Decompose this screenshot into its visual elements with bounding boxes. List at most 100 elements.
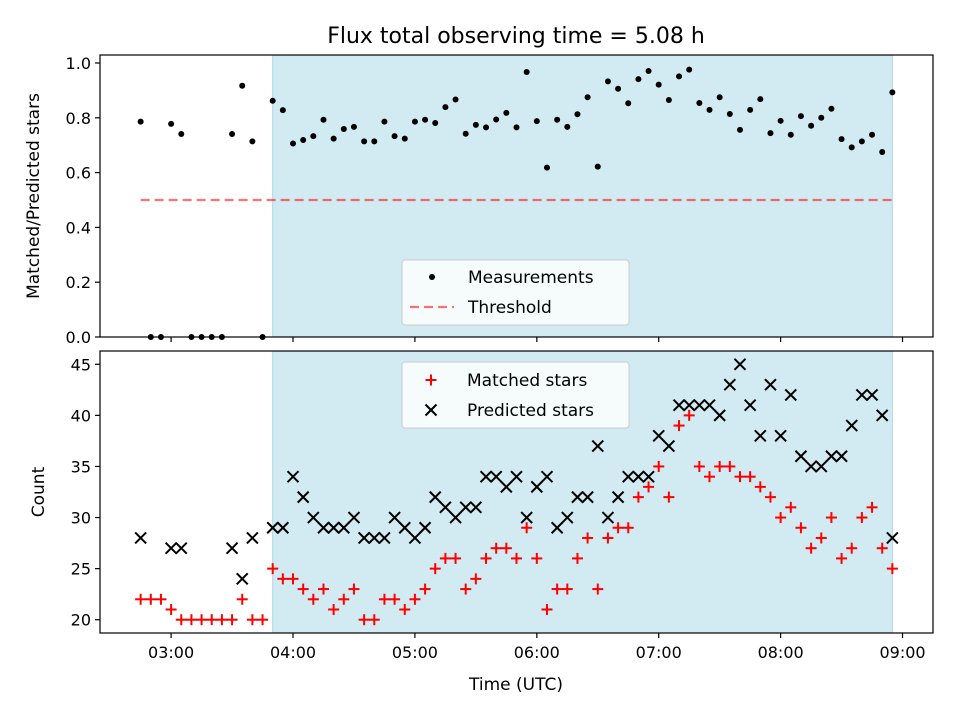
matched-star-marker — [632, 491, 644, 503]
predicted-star-marker — [784, 388, 797, 402]
matched-star-marker — [216, 614, 228, 626]
count-legend: Matched stars Predicted stars — [401, 361, 630, 429]
matched-star-marker — [480, 552, 492, 564]
measurement-point — [604, 78, 611, 85]
legend-predicted-label: Predicted stars — [467, 401, 594, 421]
predicted-star-marker — [368, 531, 381, 545]
predicted-star-marker — [530, 480, 544, 494]
predicted-star-marker — [794, 450, 808, 463]
matched-star-marker — [196, 614, 208, 626]
predicted-star-marker — [520, 511, 533, 524]
measurement-point — [452, 96, 459, 103]
matched-star-marker — [368, 614, 380, 626]
measurement-point — [300, 136, 307, 143]
matched-star-marker — [358, 614, 370, 626]
predicted-star-marker — [825, 450, 838, 463]
matched-star-marker — [592, 583, 604, 595]
matched-star-marker — [246, 614, 258, 626]
matched-star-marker — [582, 532, 594, 544]
predicted-star-marker — [357, 531, 371, 545]
matched-star-marker — [419, 583, 431, 595]
matched-star-marker — [490, 542, 502, 554]
legend-box — [401, 259, 630, 326]
measurement-point — [401, 135, 408, 142]
predicted-star-marker — [774, 429, 787, 443]
predicted-star-marker — [489, 470, 503, 483]
matched-star-marker — [155, 593, 167, 605]
measurement-point — [797, 113, 804, 120]
matched-star-marker — [521, 522, 533, 534]
measurement-point — [869, 131, 876, 138]
matched-star-marker — [409, 593, 421, 605]
figure-title: Flux total observing time = 5.08 h — [327, 24, 705, 49]
ratio-y-tick-label: 0.2 — [66, 273, 91, 292]
x-tick-label: 04:00 — [270, 643, 316, 662]
predicted-star-marker — [703, 398, 716, 412]
predicted-star-marker — [388, 511, 401, 524]
predicted-star-marker — [611, 490, 625, 504]
ratio-legend: Measurements Threshold — [401, 259, 630, 326]
matched-star-marker — [866, 501, 878, 513]
measurement-point — [442, 104, 449, 111]
measurement-point — [615, 85, 622, 92]
predicted-star-marker — [571, 490, 584, 504]
matched-star-marker — [460, 583, 472, 595]
measurement-point — [635, 76, 642, 83]
matched-star-marker — [307, 593, 319, 605]
count-y-tick-label: 25 — [71, 560, 91, 579]
predicted-star-marker — [175, 541, 188, 555]
x-tick-label: 09:00 — [879, 643, 925, 662]
matched-star-marker — [511, 552, 522, 564]
predicted-star-marker — [865, 388, 879, 402]
matched-star-marker — [439, 552, 451, 564]
x-axis-label: Time (UTC) — [468, 675, 563, 695]
matched-star-marker — [450, 552, 462, 564]
matched-star-marker — [764, 491, 776, 503]
measurement-point — [584, 94, 591, 101]
measurement-point — [736, 126, 743, 133]
predicted-star-marker — [327, 521, 340, 534]
predicted-star-marker — [845, 419, 858, 432]
matched-star-marker — [135, 593, 147, 605]
matched-star-marker — [317, 583, 329, 595]
measurement-point — [889, 89, 896, 96]
measurement-point — [361, 138, 368, 145]
measurement-point — [493, 116, 500, 123]
count-panel: 20 25 30 35 40 45 03:00 04:00 05:00 06:00 07:00 08:… — [29, 350, 934, 695]
matched-star-marker — [612, 522, 624, 534]
predicted-star-marker — [317, 521, 330, 534]
legend-matched-marker — [425, 374, 437, 386]
matched-star-marker — [724, 460, 736, 472]
ratio-y-tick-label: 0.4 — [66, 218, 91, 237]
legend-box — [401, 361, 630, 429]
matched-star-marker — [744, 471, 756, 483]
predicted-star-marker — [134, 531, 147, 545]
measurement-point — [229, 130, 236, 137]
predicted-star-marker — [408, 531, 422, 545]
measurement-point — [574, 111, 581, 118]
matched-star-marker — [277, 573, 289, 585]
measurement-point — [645, 67, 652, 74]
measurement-point — [818, 114, 825, 121]
matched-star-marker — [500, 542, 512, 554]
measurement-point — [554, 116, 561, 123]
count-y-axis-label: Count — [29, 466, 49, 517]
matched-star-marker — [693, 460, 705, 472]
x-tick-label: 07:00 — [636, 643, 682, 662]
ratio-panel-frame — [99, 54, 934, 338]
matched-star-marker — [775, 512, 787, 524]
predicted-star-marker — [479, 470, 493, 483]
matched-star-marker — [531, 552, 543, 564]
measurement-point — [726, 110, 733, 117]
measurement-point — [371, 138, 378, 145]
measurement-point — [747, 106, 754, 113]
measurement-point — [137, 118, 144, 125]
matched-star-marker — [389, 593, 401, 605]
predicted-star-marker — [754, 429, 767, 443]
matched-star-marker — [470, 573, 482, 585]
measurement-point — [686, 66, 693, 73]
matched-star-marker — [856, 512, 868, 524]
matched-star-marker — [429, 563, 441, 575]
measurement-point — [594, 163, 601, 170]
matched-star-marker — [704, 471, 716, 483]
